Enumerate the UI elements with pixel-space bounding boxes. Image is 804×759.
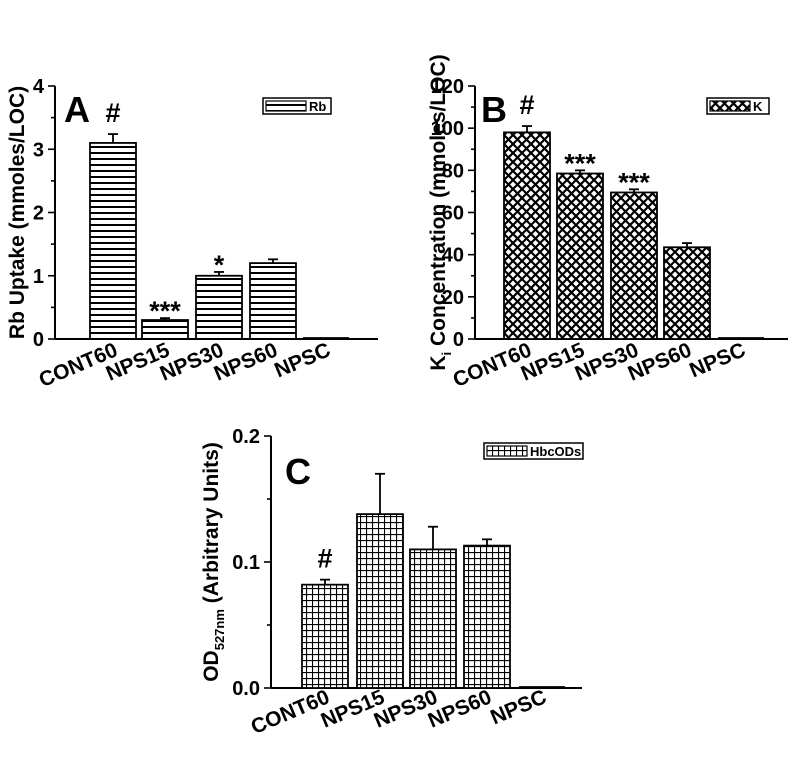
y-tick-label: 0.2	[232, 426, 260, 448]
y-tick-label: 0	[33, 329, 44, 351]
bar-cont60	[301, 583, 349, 689]
y-tick-label: 3	[33, 139, 44, 161]
y-axis-label: OD527nm (Arbitrary Units)	[200, 442, 227, 682]
bar-nps60	[249, 262, 297, 340]
bar-nps30	[610, 191, 658, 340]
legend-swatch	[265, 100, 307, 112]
y-tick-label: 100	[431, 118, 464, 140]
bar-nps30	[409, 548, 457, 689]
panel-letter: A	[64, 89, 90, 130]
legend-label: K	[753, 99, 763, 114]
x-tick-label: NPSC	[271, 338, 334, 382]
x-tick-label: NPSC	[686, 338, 749, 382]
y-tick-label: 0.0	[232, 678, 260, 700]
y-tick-label: 120	[431, 76, 464, 98]
legend-label: Rb	[309, 99, 326, 114]
y-tick-label: 1	[33, 266, 44, 288]
x-tick-label: NPS60	[211, 338, 281, 385]
y-tick-label: 80	[442, 160, 464, 182]
significance-marker: ***	[149, 296, 181, 326]
significance-marker: #	[519, 90, 534, 120]
significance-marker: #	[105, 98, 120, 128]
bar-cont60	[503, 131, 551, 340]
y-tick-label: 40	[442, 245, 464, 267]
legend-swatch	[709, 100, 751, 112]
y-axis-label: Rb Uptake (mmoles/LOC)	[6, 86, 29, 339]
y-tick-label: 2	[33, 203, 44, 225]
bar-nps60	[663, 246, 711, 340]
significance-marker: ***	[564, 148, 596, 178]
significance-marker: *	[214, 250, 225, 280]
significance-marker: #	[317, 544, 332, 574]
bar-nps30	[195, 274, 243, 340]
x-tick-label: NPS60	[425, 685, 495, 732]
y-tick-label: 20	[442, 287, 464, 309]
significance-marker: ***	[618, 167, 650, 197]
bar-nps15	[556, 172, 604, 340]
bar-nps15	[356, 513, 404, 689]
y-tick-label: 60	[442, 203, 464, 225]
legend-swatch	[486, 445, 528, 457]
panel-letter: C	[285, 451, 311, 492]
bar-cont60	[89, 142, 137, 340]
y-tick-label: 0	[453, 329, 464, 351]
y-axis-label: Ki Concentration (mmoles/LOC)	[427, 54, 454, 370]
panel-letter: B	[481, 89, 507, 130]
legend-label: HbcODs	[530, 444, 581, 459]
y-tick-label: 0.1	[232, 552, 260, 574]
bar-nps60	[463, 544, 511, 689]
y-tick-label: 4	[33, 76, 45, 98]
x-tick-label: NPSC	[487, 685, 550, 729]
